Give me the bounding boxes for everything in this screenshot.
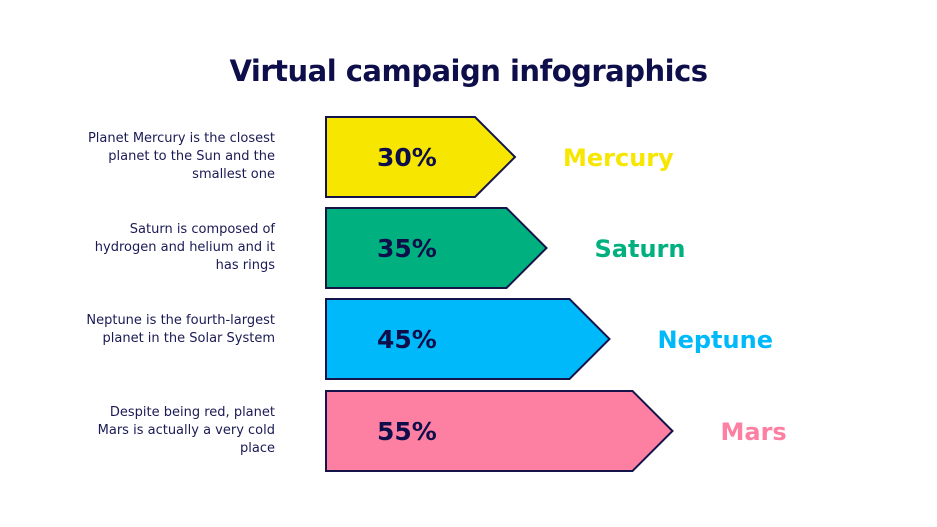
category-label: Mercury (563, 144, 674, 172)
description-neptune: Neptune is the fourth-largest planet in … (86, 313, 275, 346)
value-label: 30% (377, 143, 437, 172)
bar-mercury (325, 116, 517, 198)
description-mercury: Planet Mercury is the closest planet to … (87, 131, 275, 182)
description-saturn: Saturn is composed of hydrogen and heliu… (94, 222, 275, 273)
bar-neptune (325, 298, 611, 380)
value-label: 45% (377, 325, 437, 354)
value-label: 55% (377, 417, 437, 446)
bar-saturn (325, 207, 548, 289)
category-label: Mars (721, 418, 787, 446)
page-title: Virtual campaign infographics (229, 54, 708, 88)
category-label: Saturn (595, 235, 686, 263)
category-label: Neptune (658, 326, 773, 354)
description-mars: Despite being red, planet Mars is actual… (97, 405, 275, 456)
value-label: 35% (377, 234, 437, 263)
bar-mars (325, 390, 674, 472)
